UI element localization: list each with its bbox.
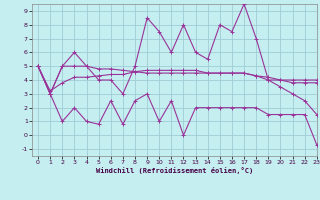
X-axis label: Windchill (Refroidissement éolien,°C): Windchill (Refroidissement éolien,°C) [96,167,253,174]
